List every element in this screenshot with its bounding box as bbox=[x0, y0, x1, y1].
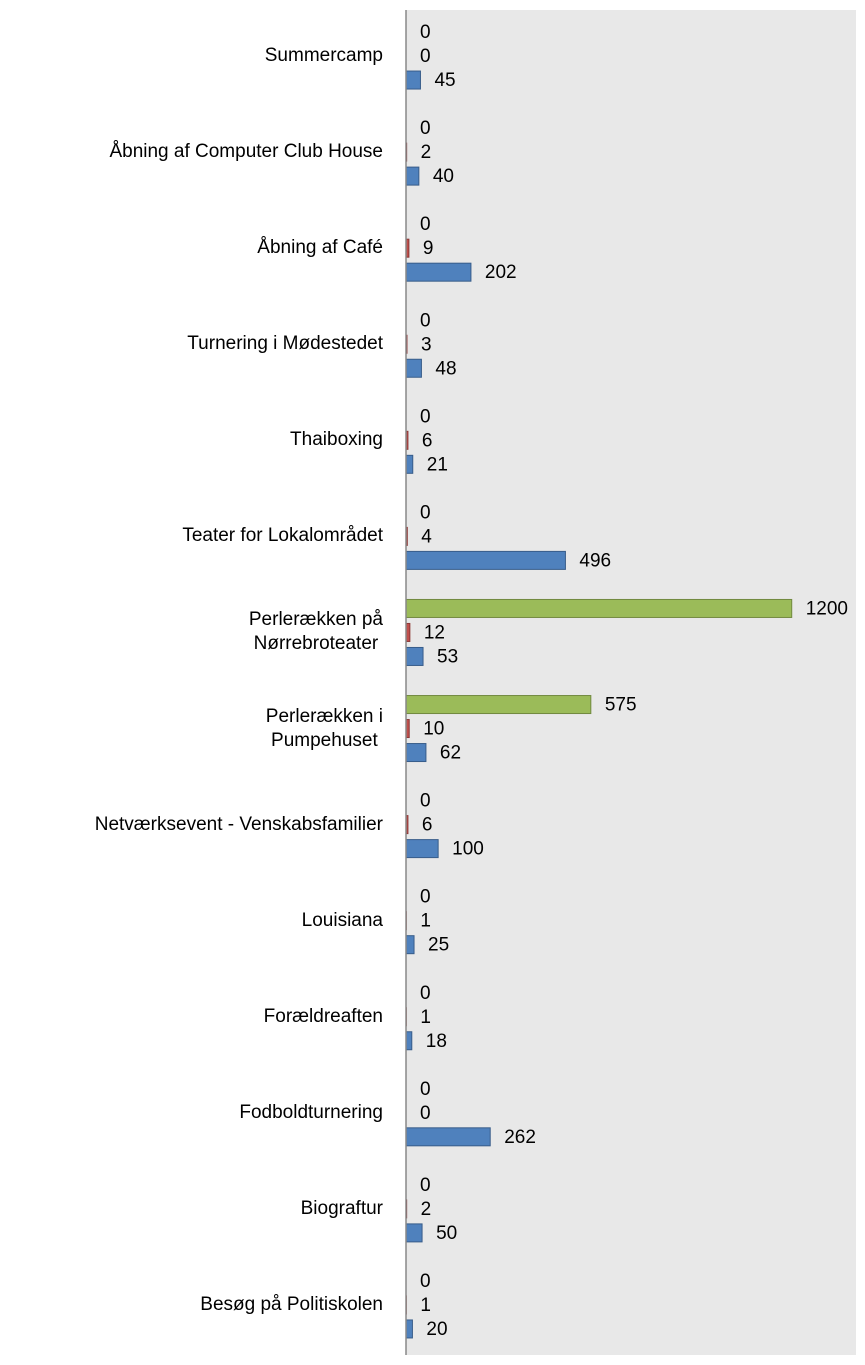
value-label: 6 bbox=[422, 815, 433, 836]
category-label: Thaiboxing bbox=[290, 429, 383, 451]
value-label: 6 bbox=[422, 430, 433, 451]
category-label-box: Turnering i Mødestedet bbox=[187, 332, 383, 356]
value-label: 496 bbox=[579, 550, 611, 571]
bar bbox=[405, 1223, 423, 1243]
category-label: Teater for Lokalområdet bbox=[182, 525, 383, 547]
category-label-box: Summercamp bbox=[265, 44, 383, 68]
plot-area bbox=[406, 10, 856, 1355]
value-label: 262 bbox=[504, 1127, 536, 1148]
value-label: 20 bbox=[426, 1319, 447, 1340]
category-label: Louisiana bbox=[301, 909, 383, 931]
bar bbox=[405, 695, 592, 715]
value-label: 0 bbox=[420, 46, 431, 67]
value-label: 100 bbox=[452, 839, 484, 860]
bar bbox=[405, 743, 427, 763]
category-label: Perlerækken på Nørrebroteater bbox=[248, 609, 383, 655]
category-label: Summercamp bbox=[264, 45, 383, 67]
category-label-box: Perlerækken i Pumpehuset bbox=[266, 705, 383, 753]
bar bbox=[405, 262, 472, 282]
category-label: Åbning af Café bbox=[257, 237, 383, 259]
value-label: 1 bbox=[420, 911, 431, 932]
category-label-box: Netværksevent - Venskabsfamilier bbox=[95, 813, 383, 837]
category-label: Fodboldturnering bbox=[239, 1101, 383, 1123]
value-label: 50 bbox=[436, 1223, 457, 1244]
category-label-box: Forældreaften bbox=[264, 1005, 383, 1029]
value-label: 4 bbox=[421, 526, 432, 547]
bar bbox=[405, 1127, 491, 1147]
category-label-box: Thaiboxing bbox=[290, 428, 383, 452]
value-label: 0 bbox=[420, 791, 431, 812]
category-label: Besøg på Politiskolen bbox=[200, 1293, 383, 1315]
bar bbox=[405, 646, 424, 666]
bar bbox=[405, 70, 421, 90]
bar bbox=[405, 454, 414, 474]
value-label: 21 bbox=[427, 454, 448, 475]
value-label: 48 bbox=[435, 358, 456, 379]
value-label: 575 bbox=[605, 695, 637, 716]
value-label: 9 bbox=[423, 238, 434, 259]
value-label: 0 bbox=[420, 502, 431, 523]
category-label: Forældreaften bbox=[263, 1005, 383, 1027]
value-label: 1 bbox=[420, 1295, 431, 1316]
value-label: 0 bbox=[420, 1079, 431, 1100]
value-label: 0 bbox=[420, 1175, 431, 1196]
category-label-box: Besøg på Politiskolen bbox=[200, 1293, 383, 1317]
value-label: 12 bbox=[424, 622, 445, 643]
value-label: 0 bbox=[420, 406, 431, 427]
category-label-box: Fodboldturnering bbox=[239, 1101, 383, 1125]
bar bbox=[405, 550, 566, 570]
value-label: 45 bbox=[434, 70, 455, 91]
value-label: 0 bbox=[420, 1103, 431, 1124]
value-label: 0 bbox=[420, 983, 431, 1004]
value-label: 62 bbox=[440, 743, 461, 764]
category-label: Turnering i Mødestedet bbox=[187, 333, 383, 355]
value-label: 53 bbox=[437, 646, 458, 667]
bar bbox=[405, 839, 439, 859]
bar bbox=[405, 358, 422, 378]
value-label: 3 bbox=[421, 334, 432, 355]
category-label-box: Biograftur bbox=[301, 1197, 383, 1221]
value-label: 18 bbox=[426, 1031, 447, 1052]
bar bbox=[405, 935, 415, 955]
value-label: 2 bbox=[421, 1199, 432, 1220]
value-label: 0 bbox=[420, 214, 431, 235]
value-label: 10 bbox=[423, 719, 444, 740]
value-label: 25 bbox=[428, 935, 449, 956]
value-label: 40 bbox=[433, 166, 454, 187]
category-label-box: Perlerækken på Nørrebroteater bbox=[249, 608, 383, 656]
value-label: 2 bbox=[421, 142, 432, 163]
category-label-box: Åbning af Computer Club House bbox=[109, 140, 383, 164]
category-label-box: Teater for Lokalområdet bbox=[182, 524, 383, 548]
category-label-box: Louisiana bbox=[302, 909, 383, 933]
category-label: Netværksevent - Venskabsfamilier bbox=[94, 813, 383, 835]
category-label-box: Åbning af Café bbox=[257, 236, 383, 260]
value-label: 0 bbox=[420, 887, 431, 908]
bar bbox=[405, 166, 420, 186]
category-label: Biograftur bbox=[300, 1197, 383, 1219]
value-label: 202 bbox=[485, 262, 517, 283]
category-label: Perlerækken i Pumpehuset bbox=[265, 705, 383, 751]
value-label: 0 bbox=[420, 22, 431, 43]
value-label: 1 bbox=[420, 1007, 431, 1028]
bar bbox=[405, 1319, 413, 1339]
category-label: Åbning af Computer Club House bbox=[109, 141, 383, 163]
value-label: 1200 bbox=[806, 598, 848, 619]
value-label: 0 bbox=[420, 118, 431, 139]
value-label: 0 bbox=[420, 310, 431, 331]
bar bbox=[405, 598, 793, 618]
bar bbox=[405, 1031, 413, 1051]
value-label: 0 bbox=[420, 1271, 431, 1292]
